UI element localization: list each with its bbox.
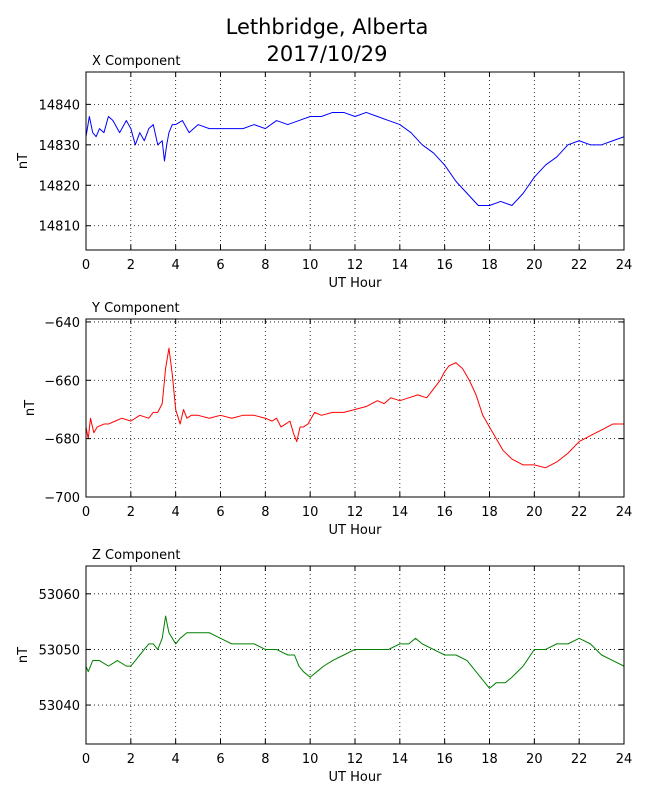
x-tick-label: 24 <box>616 752 633 767</box>
x-tick-label: 12 <box>347 505 364 520</box>
x-tick-label: 2 <box>127 505 135 520</box>
x-tick-label: 8 <box>261 752 269 767</box>
x-tick-label: 24 <box>616 505 633 520</box>
z-panel-title: Z Component <box>92 548 181 563</box>
x-tick-label: 12 <box>347 258 364 273</box>
x-tick-label: 2 <box>127 258 135 273</box>
figure-title-line2: 2017/10/29 <box>266 42 387 66</box>
figure-title-line1: Lethbridge, Alberta <box>226 15 429 39</box>
x-tick-label: 10 <box>302 258 319 273</box>
x-tick-label: 8 <box>261 258 269 273</box>
x-tick-label: 4 <box>172 505 180 520</box>
y-panel-title: Y Component <box>91 301 180 316</box>
x-tick-label: 10 <box>302 752 319 767</box>
x-tick-label: 10 <box>302 505 319 520</box>
x-panel-title: X Component <box>92 54 181 69</box>
x-tick-label: 8 <box>261 505 269 520</box>
z-series-line <box>85 615 625 689</box>
y-tick-label: 14820 <box>39 179 80 194</box>
y-tick-label: 14830 <box>39 139 80 154</box>
y-tick-label: 53060 <box>39 588 80 603</box>
y-axis-label: nT <box>23 400 38 416</box>
y-tick-label: −660 <box>44 374 80 389</box>
x-tick-label: 22 <box>571 505 588 520</box>
x-tick-label: 18 <box>481 752 498 767</box>
y-series-line <box>85 347 624 469</box>
x-tick-label: 16 <box>436 505 453 520</box>
x-tick-label: 14 <box>392 752 409 767</box>
x-tick-label: 4 <box>172 752 180 767</box>
x-tick-label: 0 <box>82 505 90 520</box>
x-tick-label: 0 <box>82 258 90 273</box>
y-tick-label: −680 <box>44 433 80 448</box>
y-tick-label: 14840 <box>39 98 80 113</box>
x-tick-label: 20 <box>526 505 543 520</box>
y-tick-label: 14810 <box>39 220 80 235</box>
x-tick-label: 4 <box>172 258 180 273</box>
x-tick-label: 16 <box>436 258 453 273</box>
x-tick-label: 14 <box>392 258 409 273</box>
y-tick-label: −700 <box>44 491 80 506</box>
x-tick-label: 12 <box>347 752 364 767</box>
x-tick-label: 6 <box>216 258 224 273</box>
x-series-line <box>85 111 625 206</box>
x-tick-label: 16 <box>436 752 453 767</box>
x-tick-label: 20 <box>526 258 543 273</box>
x-tick-label: 20 <box>526 752 543 767</box>
x-tick-label: 6 <box>216 752 224 767</box>
x-tick-label: 18 <box>481 258 498 273</box>
x-axis-label: UT Hour <box>329 523 383 538</box>
x-axis-label: UT Hour <box>329 276 383 291</box>
x-tick-label: 18 <box>481 505 498 520</box>
y-tick-label: 53040 <box>39 699 80 714</box>
x-tick-label: 2 <box>127 752 135 767</box>
y-axis-label: nT <box>16 153 31 169</box>
y-tick-label: 53050 <box>39 643 80 658</box>
x-tick-label: 6 <box>216 505 224 520</box>
x-tick-label: 22 <box>571 258 588 273</box>
x-axis-label: UT Hour <box>329 770 383 785</box>
x-tick-label: 0 <box>82 752 90 767</box>
x-tick-label: 22 <box>571 752 588 767</box>
y-axis-label: nT <box>16 647 31 663</box>
x-tick-label: 14 <box>392 505 409 520</box>
y-tick-label: −640 <box>44 316 80 331</box>
x-tick-label: 24 <box>616 258 633 273</box>
